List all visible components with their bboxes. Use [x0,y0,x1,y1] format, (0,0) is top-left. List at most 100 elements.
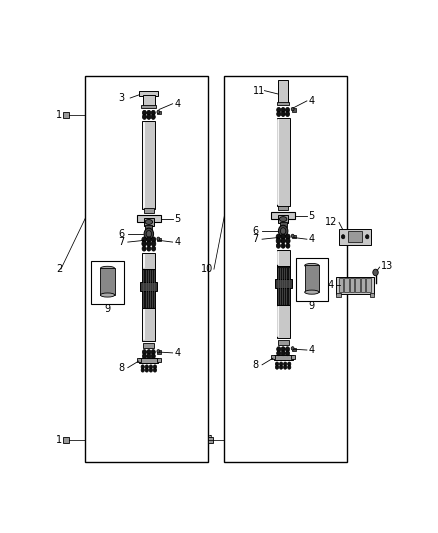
Bar [278,206,288,209]
Circle shape [286,108,290,112]
Circle shape [279,365,283,369]
Bar [143,343,154,348]
Bar [63,112,69,118]
Bar [292,348,296,351]
Text: 10: 10 [201,264,214,274]
Circle shape [147,246,151,251]
Circle shape [147,115,151,119]
Circle shape [142,354,146,359]
Bar [157,358,161,362]
Text: 9: 9 [105,304,111,314]
Bar [305,265,319,292]
Circle shape [281,111,285,117]
Text: 1: 1 [57,435,63,445]
Circle shape [151,350,155,354]
Circle shape [281,351,285,356]
Circle shape [286,111,290,117]
Circle shape [147,354,151,359]
Ellipse shape [305,263,319,268]
Circle shape [152,237,156,243]
Circle shape [153,365,157,369]
Text: 6: 6 [118,229,124,239]
Text: 7: 7 [118,237,124,247]
Text: 1: 1 [208,435,214,445]
Bar [277,305,290,338]
Text: 13: 13 [381,261,393,271]
Bar [277,266,290,305]
Circle shape [279,362,283,366]
Circle shape [141,365,145,369]
Circle shape [145,365,148,369]
Bar [277,250,290,266]
Circle shape [280,228,286,235]
Circle shape [157,110,160,114]
Circle shape [145,368,148,372]
Circle shape [142,237,146,243]
Bar [140,281,157,290]
Circle shape [152,246,155,251]
Circle shape [151,115,155,119]
Bar [142,253,155,269]
Circle shape [142,246,146,251]
Bar [278,80,288,103]
Text: 4: 4 [174,348,180,358]
Text: 1: 1 [57,110,63,120]
Circle shape [286,238,290,244]
Circle shape [366,235,369,239]
Bar [280,222,286,227]
Bar [139,91,159,95]
Bar [271,212,295,219]
Circle shape [288,362,291,366]
Text: 12: 12 [325,216,337,227]
Text: 4: 4 [174,237,180,247]
Text: 4: 4 [309,345,315,355]
Circle shape [291,234,294,238]
Bar [142,269,155,308]
Circle shape [276,243,280,248]
Bar [271,356,275,359]
Bar [139,358,159,363]
Bar [85,76,208,462]
Circle shape [147,237,151,243]
Bar [366,278,371,292]
Circle shape [157,237,160,240]
Circle shape [291,107,294,111]
Text: 4: 4 [309,234,315,244]
Bar [277,102,289,105]
Bar [92,261,124,304]
Circle shape [288,365,291,369]
Bar [142,308,155,341]
Bar [336,277,374,294]
Bar [277,118,290,206]
Text: 4: 4 [174,99,180,109]
Bar [292,235,296,238]
Ellipse shape [100,293,115,297]
Ellipse shape [100,266,115,270]
Circle shape [286,351,290,356]
Circle shape [141,368,145,372]
Text: 14: 14 [322,280,335,290]
Circle shape [281,238,286,244]
Circle shape [276,365,279,369]
Text: 11: 11 [253,86,265,95]
Bar [292,108,296,111]
Circle shape [283,365,287,369]
Bar [274,355,293,360]
Circle shape [286,243,290,248]
Circle shape [341,235,345,239]
Circle shape [151,110,155,115]
Circle shape [279,225,288,237]
Text: 3: 3 [118,93,124,103]
Bar [296,258,328,301]
Bar [350,278,354,292]
Bar [275,279,292,288]
Bar [339,229,371,245]
Bar [137,358,141,362]
Circle shape [276,234,281,239]
Bar [63,438,69,443]
Circle shape [276,362,279,366]
Text: 5: 5 [309,211,315,221]
Bar [145,225,152,230]
Circle shape [281,108,285,112]
Bar [339,278,343,292]
